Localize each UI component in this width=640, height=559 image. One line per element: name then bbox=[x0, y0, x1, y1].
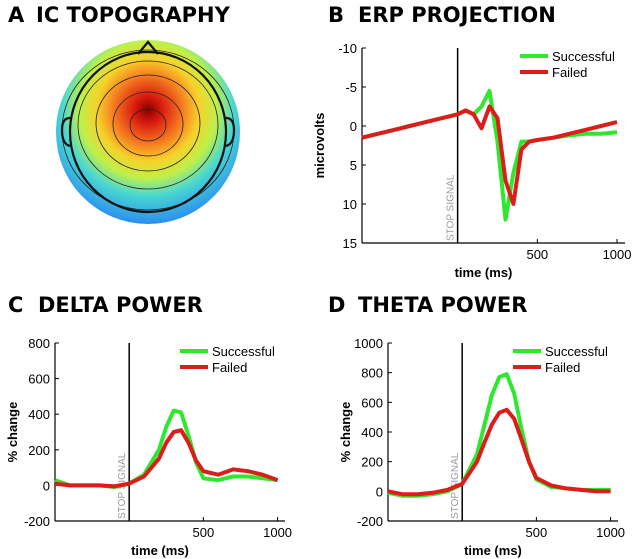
x-tick-label: 500 bbox=[526, 247, 548, 262]
stop-signal-label: STOP SIGNAL bbox=[446, 174, 457, 241]
y-tick-label: 200 bbox=[28, 443, 50, 458]
y-tick-label: 0 bbox=[350, 119, 357, 134]
legend-label: Failed bbox=[552, 65, 587, 80]
panel-title: THETA POWER bbox=[358, 293, 527, 317]
panel-title: DELTA POWER bbox=[38, 293, 203, 317]
y-tick-label: 15 bbox=[343, 236, 357, 251]
x-tick-label: 500 bbox=[526, 525, 548, 540]
series-line bbox=[361, 104, 618, 206]
y-axis-label: % change bbox=[5, 402, 20, 463]
panel-title: ERP PROJECTION bbox=[358, 3, 556, 27]
y-tick-label: 800 bbox=[28, 336, 50, 351]
x-tick-label: 500 bbox=[193, 525, 215, 540]
y-tick-label: 10 bbox=[343, 197, 357, 212]
y-tick-label: 200 bbox=[361, 455, 383, 470]
x-tick-label: 1000 bbox=[596, 525, 625, 540]
y-tick-label: 1000 bbox=[354, 336, 383, 351]
legend-label: Successful bbox=[545, 344, 608, 359]
panel-letter: B bbox=[328, 3, 344, 27]
y-tick-label: -200 bbox=[24, 514, 50, 529]
x-tick-label: 1000 bbox=[263, 525, 292, 540]
legend-label: Failed bbox=[212, 360, 247, 375]
y-axis-label: % change bbox=[338, 402, 353, 463]
y-axis-label: microvolts bbox=[312, 113, 327, 179]
series-line bbox=[54, 408, 278, 490]
series-line bbox=[387, 372, 611, 498]
y-tick-label: 400 bbox=[361, 425, 383, 440]
y-tick-label: 0 bbox=[43, 478, 50, 493]
panel-letter: A bbox=[8, 3, 25, 27]
x-axis-label: time (ms) bbox=[455, 265, 513, 280]
panel-letter: C bbox=[8, 293, 23, 317]
y-tick-label: 800 bbox=[361, 366, 383, 381]
panel-title: IC TOPOGRAPHY bbox=[36, 3, 231, 27]
panel-letter: D bbox=[328, 293, 345, 317]
y-tick-label: -200 bbox=[357, 514, 383, 529]
y-tick-label: 600 bbox=[361, 395, 383, 410]
x-axis-label: time (ms) bbox=[131, 543, 189, 558]
series-line bbox=[387, 407, 611, 497]
y-tick-label: -10 bbox=[338, 41, 357, 56]
legend-label: Successful bbox=[212, 344, 275, 359]
x-axis-label: time (ms) bbox=[464, 543, 522, 558]
x-tick-label: 1000 bbox=[603, 247, 632, 262]
y-tick-label: 600 bbox=[28, 372, 50, 387]
legend-label: Failed bbox=[545, 360, 580, 375]
topography bbox=[56, 40, 240, 224]
y-tick-label: -5 bbox=[345, 80, 357, 95]
y-tick-label: 400 bbox=[28, 407, 50, 422]
y-tick-label: 5 bbox=[350, 158, 357, 173]
series-line bbox=[54, 428, 279, 489]
y-tick-label: 0 bbox=[376, 484, 383, 499]
legend-label: Successful bbox=[552, 49, 615, 64]
